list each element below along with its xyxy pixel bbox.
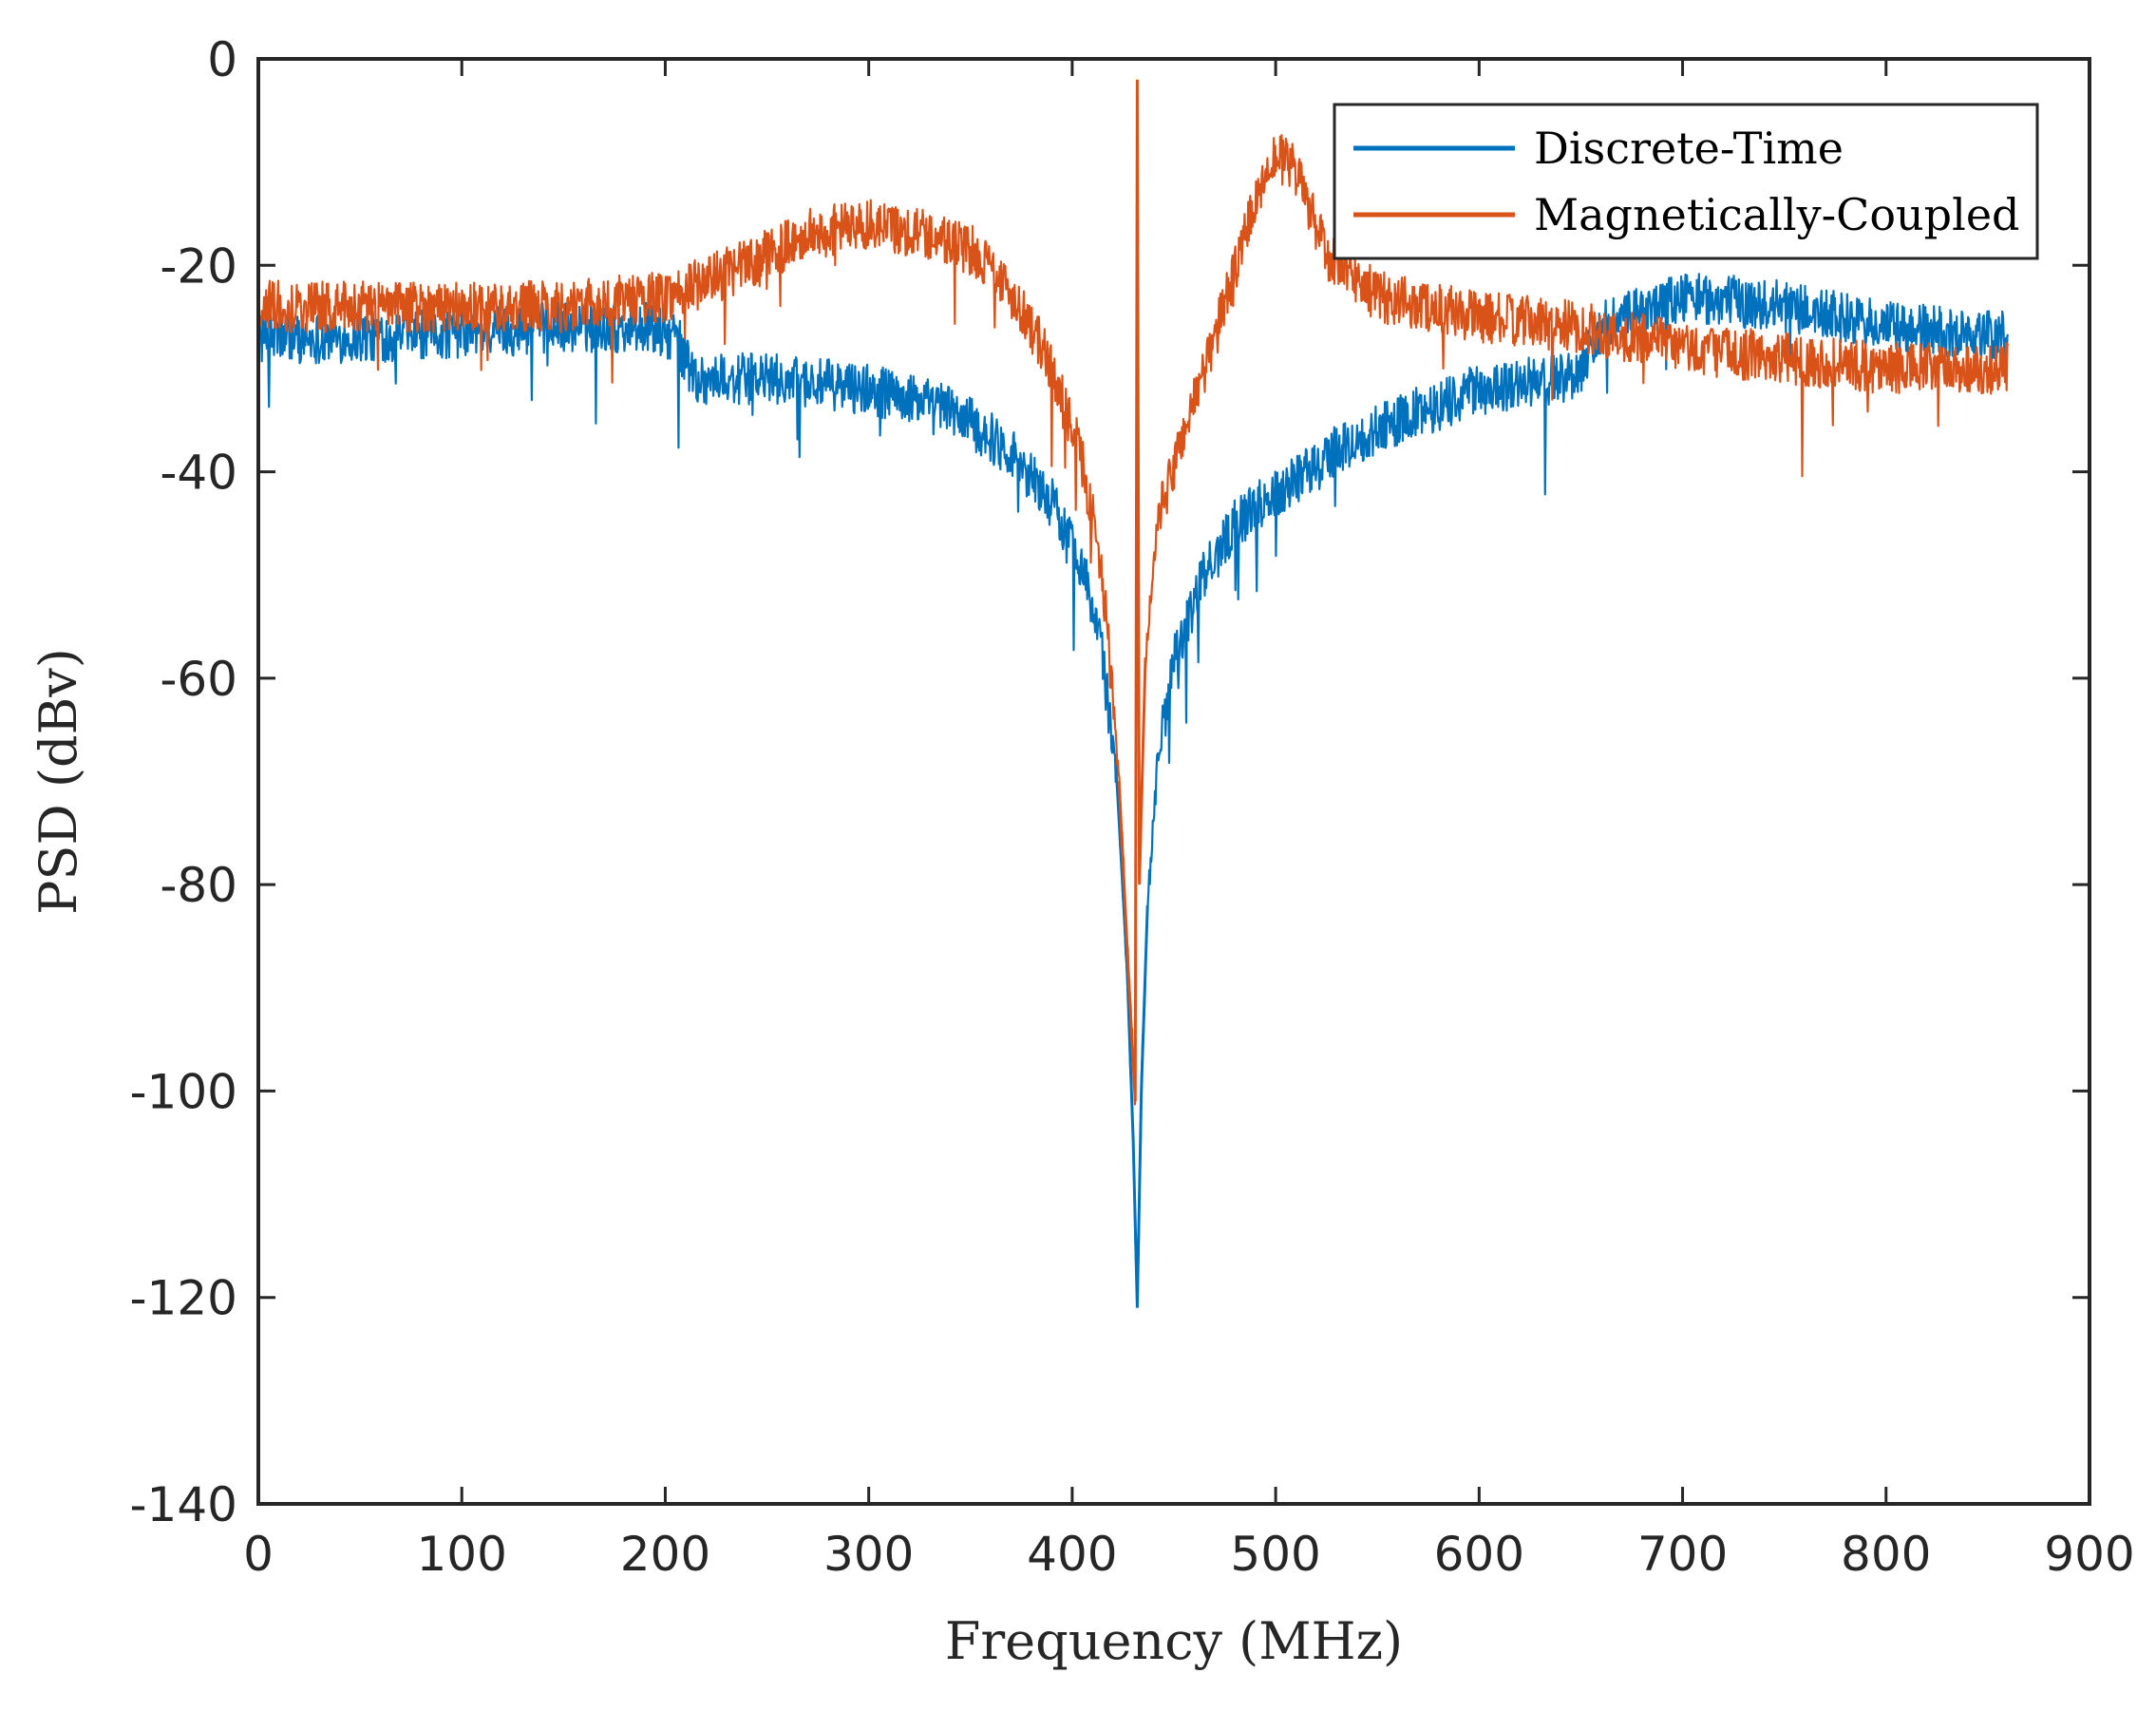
series-notch-magnetically-coupled [1117, 79, 1147, 1102]
y-tick-label: 0 [207, 32, 237, 87]
x-tick-label: 100 [417, 1527, 507, 1582]
series-layer [256, 79, 2010, 1308]
x-tick-label: 200 [620, 1527, 710, 1582]
legend: Discrete-Time Magnetically-Coupled [1333, 103, 2039, 260]
x-tick-label: 600 [1434, 1527, 1524, 1582]
y-tick-label: -100 [130, 1064, 237, 1119]
x-tick-label: 400 [1027, 1527, 1117, 1582]
axes-box [256, 57, 2091, 1506]
x-tick-label: 500 [1230, 1527, 1320, 1582]
x-tick-label: 0 [243, 1527, 274, 1582]
y-tick-label: -20 [160, 238, 237, 294]
y-tick-label: -140 [130, 1477, 237, 1532]
x-tick-label: 700 [1637, 1527, 1728, 1582]
y-tick-label: -60 [160, 652, 237, 707]
x-tick-label: 800 [1841, 1527, 1931, 1582]
plot-area [258, 59, 2090, 1504]
y-tick-label: -120 [130, 1271, 237, 1326]
legend-box [1333, 103, 2039, 260]
y-tick-label: -40 [160, 446, 237, 501]
x-axis-title: Frequency (MHz) [945, 1611, 1403, 1671]
y-tick-label: -80 [160, 858, 237, 913]
x-tick-label: 900 [2044, 1527, 2134, 1582]
y-axis-title: PSD (dBv) [28, 648, 88, 915]
x-tick-label: 300 [823, 1527, 914, 1582]
legend-label-discrete-time: Discrete-Time [1534, 123, 1844, 174]
tick-layer: 0 100 200 300 400 500 600 700 800 900 0 -20 -40 -60 -8… [130, 32, 2135, 1582]
legend-label-magnetically-coupled: Magnetically-Coupled [1534, 189, 2020, 240]
